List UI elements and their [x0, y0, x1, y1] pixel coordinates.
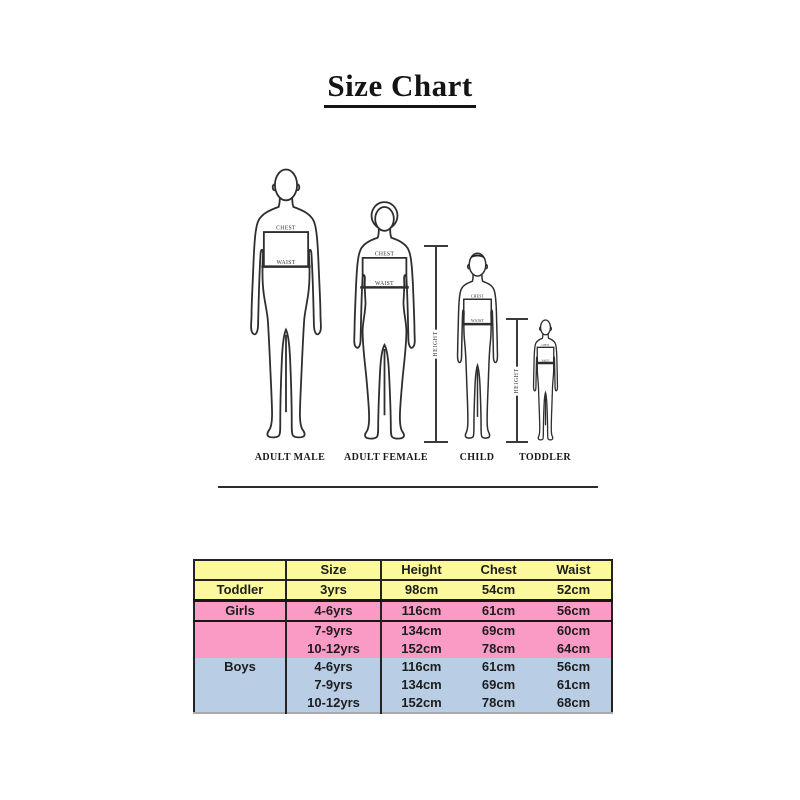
figure-caption-child: CHILD: [459, 452, 495, 463]
table-row-boys-4-6: Boys 4-6yrs 116cm 61cm 56cm: [194, 658, 612, 676]
cell-size: 3yrs: [286, 580, 382, 601]
cell-size: 10-12yrs: [286, 694, 382, 713]
child-head: [469, 253, 486, 276]
cell-height: 152cm: [401, 695, 442, 710]
ruler-bottom-cap: [506, 441, 528, 443]
table-row-girls-7-9: 7-9yrs 134cm 69cm 60cm: [194, 621, 612, 640]
figure-caption-adult-female: ADULT FEMALE: [344, 452, 428, 463]
header-cell-group: [194, 560, 287, 580]
cell-chest: 54cm: [481, 582, 516, 597]
figure-adult-male: CHEST WAIST: [245, 163, 327, 443]
cell-waist: 56cm: [556, 603, 591, 618]
size-table-container: Size Height Chest Waist Toddler 3yrs 98c…: [193, 559, 613, 714]
child-hair: [469, 254, 486, 260]
chest-label: CHEST: [276, 225, 296, 231]
cell-size: 4-6yrs: [286, 658, 382, 676]
figure-adult-female: CHEST WAIST: [344, 198, 425, 444]
adult-female-head: [375, 207, 394, 231]
cell-waist: 64cm: [556, 641, 591, 656]
table-row-girls-10-12: 10-12yrs 152cm 78cm 64cm: [194, 640, 612, 658]
chest-label: CHEST: [471, 293, 484, 298]
height-label: HEIGHT: [433, 329, 439, 359]
cell-group: [194, 694, 287, 713]
figure-child: CHEST WAIST: [450, 247, 505, 443]
section-divider-line: [218, 486, 598, 488]
figure-caption-toddler: TODDLER: [518, 452, 572, 463]
cell-waist: 60cm: [556, 623, 591, 638]
height-label: HEIGHT: [514, 365, 520, 396]
table-row-boys-7-9: 7-9yrs 134cm 69cm 61cm: [194, 676, 612, 694]
toddler-body-outline: [533, 334, 557, 440]
chest-measure-band: [537, 347, 554, 363]
adult-female-drawing: CHEST WAIST: [344, 198, 425, 444]
cell-height: 116cm: [401, 603, 442, 618]
child-drawing: CHEST WAIST: [450, 247, 505, 443]
adult-male-body-outline: [251, 197, 321, 438]
table-header-row: Size Height Chest Waist: [194, 560, 612, 580]
cell-chest: 78cm: [481, 641, 516, 656]
chest-measure-band: [464, 299, 492, 324]
cell-waist: 52cm: [556, 582, 591, 597]
waist-label: WAIST: [542, 359, 550, 362]
cell-group: [194, 676, 287, 694]
cell-height: 98cm: [404, 582, 439, 597]
height-ruler-toddler: HEIGHT: [506, 318, 528, 443]
toddler-drawing: CHEST WAIST: [529, 316, 562, 443]
cell-chest: 69cm: [481, 677, 516, 692]
cell-group: Boys: [194, 658, 287, 676]
header-cell-chest: Chest: [480, 562, 517, 577]
chest-label: CHEST: [375, 251, 395, 257]
cell-height: 134cm: [401, 677, 442, 692]
page-title: Size Chart: [324, 69, 476, 108]
cell-chest: 78cm: [481, 695, 516, 710]
cell-height: 134cm: [401, 623, 442, 638]
table-row-boys-10-12: 10-12yrs 152cm 78cm 68cm: [194, 694, 612, 713]
chest-measure-band: [264, 232, 308, 267]
header-cell-size: Size: [286, 560, 382, 580]
height-ruler-child: HEIGHT: [424, 245, 448, 443]
cell-chest: 61cm: [481, 603, 516, 618]
size-table: Size Height Chest Waist Toddler 3yrs 98c…: [193, 559, 613, 714]
ruler-bottom-cap: [424, 441, 448, 443]
cell-height: 116cm: [401, 659, 442, 674]
cell-chest: 69cm: [481, 623, 516, 638]
cell-size: 10-12yrs: [286, 640, 382, 658]
adult-male-drawing: CHEST WAIST: [245, 163, 327, 443]
child-body-outline: [457, 274, 497, 438]
header-cell-waist: Waist: [556, 562, 591, 577]
adult-male-head: [275, 170, 297, 201]
header-cell-height: Height: [401, 562, 442, 577]
chest-label: CHEST: [542, 344, 550, 347]
cell-height: 152cm: [401, 641, 442, 656]
waist-label: WAIST: [471, 318, 484, 323]
cell-group: [194, 640, 287, 658]
waist-label: WAIST: [276, 260, 295, 266]
figure-toddler: CHEST WAIST: [529, 316, 562, 443]
figure-caption-adult-male: ADULT MALE: [254, 452, 326, 463]
cell-size: 4-6yrs: [286, 600, 382, 621]
toddler-head: [541, 320, 551, 335]
waist-label: WAIST: [375, 281, 394, 287]
cell-chest: 61cm: [481, 659, 516, 674]
cell-group: Girls: [194, 600, 287, 621]
table-row-girls-4-6: Girls 4-6yrs 116cm 61cm 56cm: [194, 600, 612, 621]
cell-waist: 56cm: [556, 659, 591, 674]
cell-waist: 61cm: [556, 677, 591, 692]
page-title-row: Size Chart: [0, 69, 800, 108]
cell-waist: 68cm: [556, 695, 591, 710]
chest-measure-band: [363, 258, 407, 288]
cell-group: Toddler: [194, 580, 287, 601]
cell-size: 7-9yrs: [286, 676, 382, 694]
adult-female-body-outline: [354, 229, 415, 438]
cell-group: [194, 621, 287, 640]
table-row-toddler: Toddler 3yrs 98cm 54cm 52cm: [194, 580, 612, 601]
cell-size: 7-9yrs: [286, 621, 382, 640]
